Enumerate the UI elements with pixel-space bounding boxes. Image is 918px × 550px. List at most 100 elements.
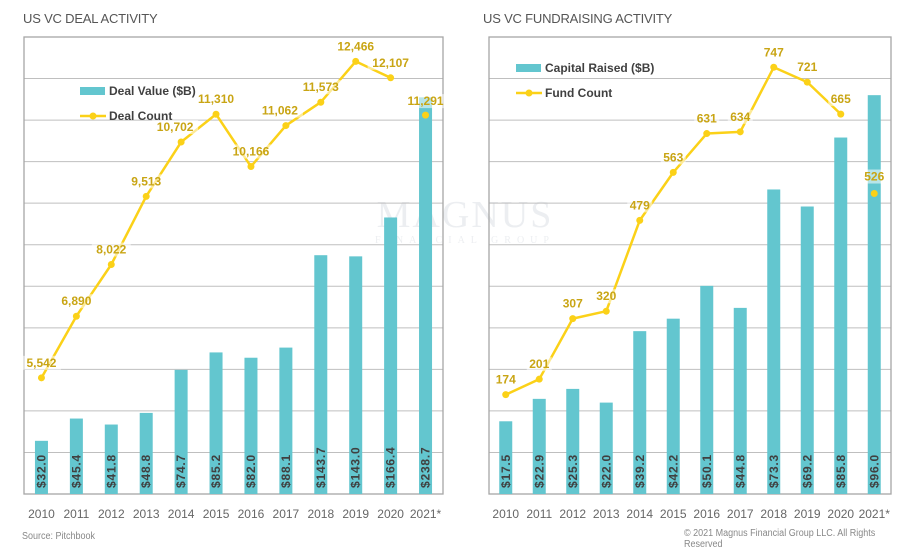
- bar: [139, 412, 153, 494]
- bar: [633, 331, 647, 494]
- bar-value-label: $238.7: [419, 446, 433, 488]
- line-point: [142, 192, 150, 200]
- bar-value-label: $85.2: [209, 454, 223, 488]
- line-value-label: 201: [529, 357, 549, 371]
- bar-value-label: $85.8: [834, 454, 848, 488]
- bar-value-label: $39.2: [633, 454, 647, 488]
- line-point: [870, 190, 878, 198]
- bar: [69, 418, 83, 494]
- x-tick-label: 2017: [727, 507, 754, 521]
- bar: [314, 255, 328, 494]
- bar-value-label: $50.1: [700, 454, 714, 488]
- bar-value-label: $143.7: [314, 446, 328, 488]
- line-label-bg: [256, 103, 303, 118]
- line-value-label: 721: [797, 60, 817, 74]
- bar-value-label: $25.3: [566, 454, 580, 488]
- line-value-label: 665: [831, 92, 851, 106]
- bar-value-label: $22.0: [599, 454, 613, 488]
- x-tick-label: 2013: [593, 507, 620, 521]
- legend-label-line: Fund Count: [545, 86, 612, 100]
- line-label-bg: [367, 55, 414, 70]
- bar: [834, 137, 848, 495]
- line-value-label: 11,573: [303, 80, 339, 94]
- line-label-bg: [193, 92, 240, 107]
- line-point: [736, 128, 744, 136]
- line-value-label: 11,310: [198, 92, 234, 106]
- chart-title-fundraising-activity: US VC FUNDRAISING ACTIVITY: [483, 11, 673, 26]
- line-value-label: 10,702: [157, 120, 194, 134]
- line-label-bg: [694, 111, 720, 126]
- bar: [499, 421, 513, 494]
- line-label-bg: [91, 242, 131, 257]
- deal-activity-chart: $32.0 $45.4 $41.8 $48.8 $74.7 $85.2 $82.0 $88.1…: [21, 36, 449, 521]
- line-value-label: 5,542: [26, 356, 56, 370]
- line-label-bg: [526, 357, 552, 372]
- line-value-label: 10,166: [233, 145, 270, 159]
- line-point: [770, 63, 778, 71]
- line-value-label: 9,513: [131, 174, 161, 188]
- line-label-bg: [627, 198, 653, 213]
- line-value-label: 8,022: [96, 242, 126, 256]
- legend: Capital Raised ($B) Fund Count: [516, 61, 654, 100]
- line-label-bg: [861, 169, 887, 184]
- legend-swatch-point: [89, 112, 97, 120]
- x-tick-label: 2021*: [410, 507, 442, 521]
- x-tick-label: 2010: [492, 507, 519, 521]
- bar-value-label: $44.8: [733, 454, 747, 488]
- bar-value-label: $69.2: [800, 454, 814, 488]
- line-label-bg: [761, 45, 787, 60]
- bar: [34, 440, 48, 494]
- bar: [867, 95, 881, 494]
- line-value-label: 307: [563, 297, 583, 311]
- bar: [349, 256, 363, 494]
- legend-swatch-point: [525, 89, 533, 97]
- line-point: [636, 216, 644, 224]
- line-value-label: 12,466: [337, 39, 374, 53]
- bar: [419, 97, 433, 494]
- x-tick-label: 2017: [273, 507, 300, 521]
- line-point: [502, 391, 510, 399]
- x-tick-label: 2014: [168, 507, 195, 521]
- legend-swatch-bar: [80, 87, 105, 95]
- x-tick-label: 2016: [693, 507, 720, 521]
- line-value-label: 320: [596, 289, 616, 303]
- fundraising-activity-chart: $17.5 $22.9 $25.3 $22.0 $39.2 $42.2 $50.1 $44.8…: [488, 36, 892, 521]
- x-tick-label: 2019: [342, 507, 369, 521]
- line-point: [569, 315, 577, 323]
- bar: [104, 424, 118, 494]
- line-label-bg: [560, 296, 586, 311]
- x-tick-label: 2020: [827, 507, 854, 521]
- x-tick-label: 2010: [28, 507, 55, 521]
- bar-value-label: $17.5: [499, 454, 513, 488]
- line-label-bg: [297, 80, 344, 95]
- line-value-label: 526: [864, 170, 884, 184]
- line-point: [422, 111, 430, 119]
- bar-value-label: $32.0: [34, 454, 48, 488]
- line-label-bg: [593, 289, 619, 304]
- x-tick-label: 2016: [238, 507, 265, 521]
- line-label-bg: [227, 144, 274, 159]
- plot-border: [488, 36, 892, 495]
- bar-value-label: $166.4: [384, 446, 398, 488]
- bar-value-label: $42.2: [666, 454, 680, 488]
- bar: [532, 398, 546, 494]
- x-tick-label: 2011: [526, 507, 552, 521]
- line-label-bg: [126, 174, 166, 189]
- bar-value-label: $143.0: [349, 446, 363, 488]
- line-value-label: 479: [630, 198, 650, 212]
- line-point: [803, 78, 811, 86]
- bar-value-label: $88.1: [279, 454, 293, 488]
- bar-value-label: $74.7: [174, 454, 188, 488]
- copyright-note: © 2021 Magnus Financial Group LLC. All R…: [684, 528, 876, 550]
- bar-value-label: $45.4: [69, 454, 83, 488]
- x-tick-label: 2011: [63, 507, 89, 521]
- line-value-label: 563: [663, 150, 683, 164]
- line-point: [282, 122, 290, 130]
- bar-value-label: $48.8: [139, 454, 153, 488]
- bar: [209, 352, 223, 494]
- line-label-bg: [152, 120, 199, 135]
- bar: [599, 402, 613, 494]
- bar: [800, 206, 814, 495]
- line-point: [535, 375, 543, 383]
